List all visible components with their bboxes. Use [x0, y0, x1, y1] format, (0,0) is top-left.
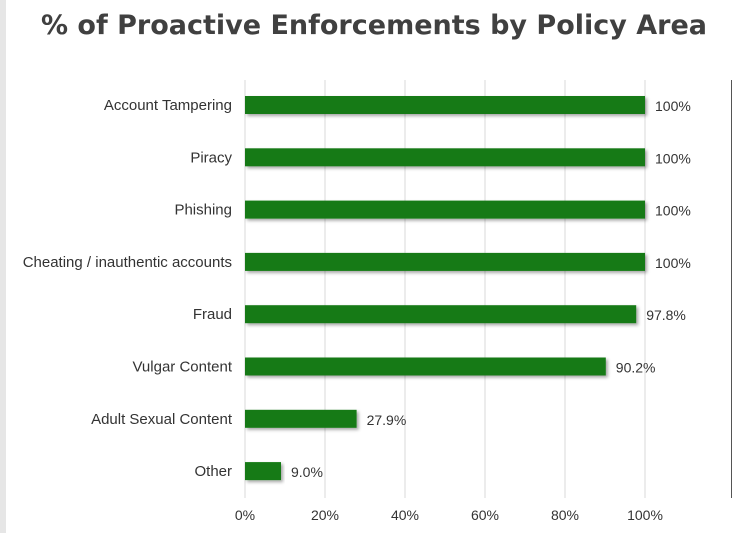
bar [245, 252, 645, 271]
category-label: Piracy [190, 149, 232, 166]
value-label: 27.9% [367, 412, 407, 428]
value-label: 90.2% [616, 360, 656, 376]
gridlines [244, 80, 646, 498]
category-label: Other [194, 463, 232, 480]
x-tick-label: 20% [311, 507, 339, 523]
category-label: Account Tampering [104, 97, 232, 114]
x-tick-label: 80% [551, 507, 579, 523]
value-label: 100% [655, 203, 691, 219]
x-tick-label: 60% [471, 507, 499, 523]
value-label: 100% [655, 255, 691, 271]
value-label: 9.0% [291, 464, 323, 480]
bar [245, 305, 637, 324]
category-label: Cheating / inauthentic accounts [23, 254, 232, 271]
x-tick-label: 100% [627, 507, 663, 523]
bar [245, 96, 645, 114]
chart-title: % of Proactive Enforcements by Policy Ar… [40, 10, 708, 41]
bar [245, 200, 645, 219]
labels: 0% 20% 40% 60% 80% 100% Account Tampering 100% P… [23, 97, 691, 523]
category-label: Phishing [174, 202, 232, 219]
bar [245, 462, 281, 481]
bar [245, 409, 357, 428]
value-label: 100% [655, 98, 691, 114]
category-label: Vulgar Content [132, 359, 232, 376]
bar [245, 357, 606, 376]
value-label: 97.8% [646, 307, 686, 323]
category-label: Adult Sexual Content [91, 411, 233, 428]
x-tick-label: 0% [235, 507, 255, 523]
right-border-line [731, 80, 732, 498]
bars [245, 96, 645, 481]
left-edge-strip [0, 0, 6, 533]
category-label: Fraud [193, 306, 232, 323]
value-label: 100% [655, 150, 691, 166]
bar [245, 148, 645, 167]
x-tick-label: 40% [391, 507, 419, 523]
